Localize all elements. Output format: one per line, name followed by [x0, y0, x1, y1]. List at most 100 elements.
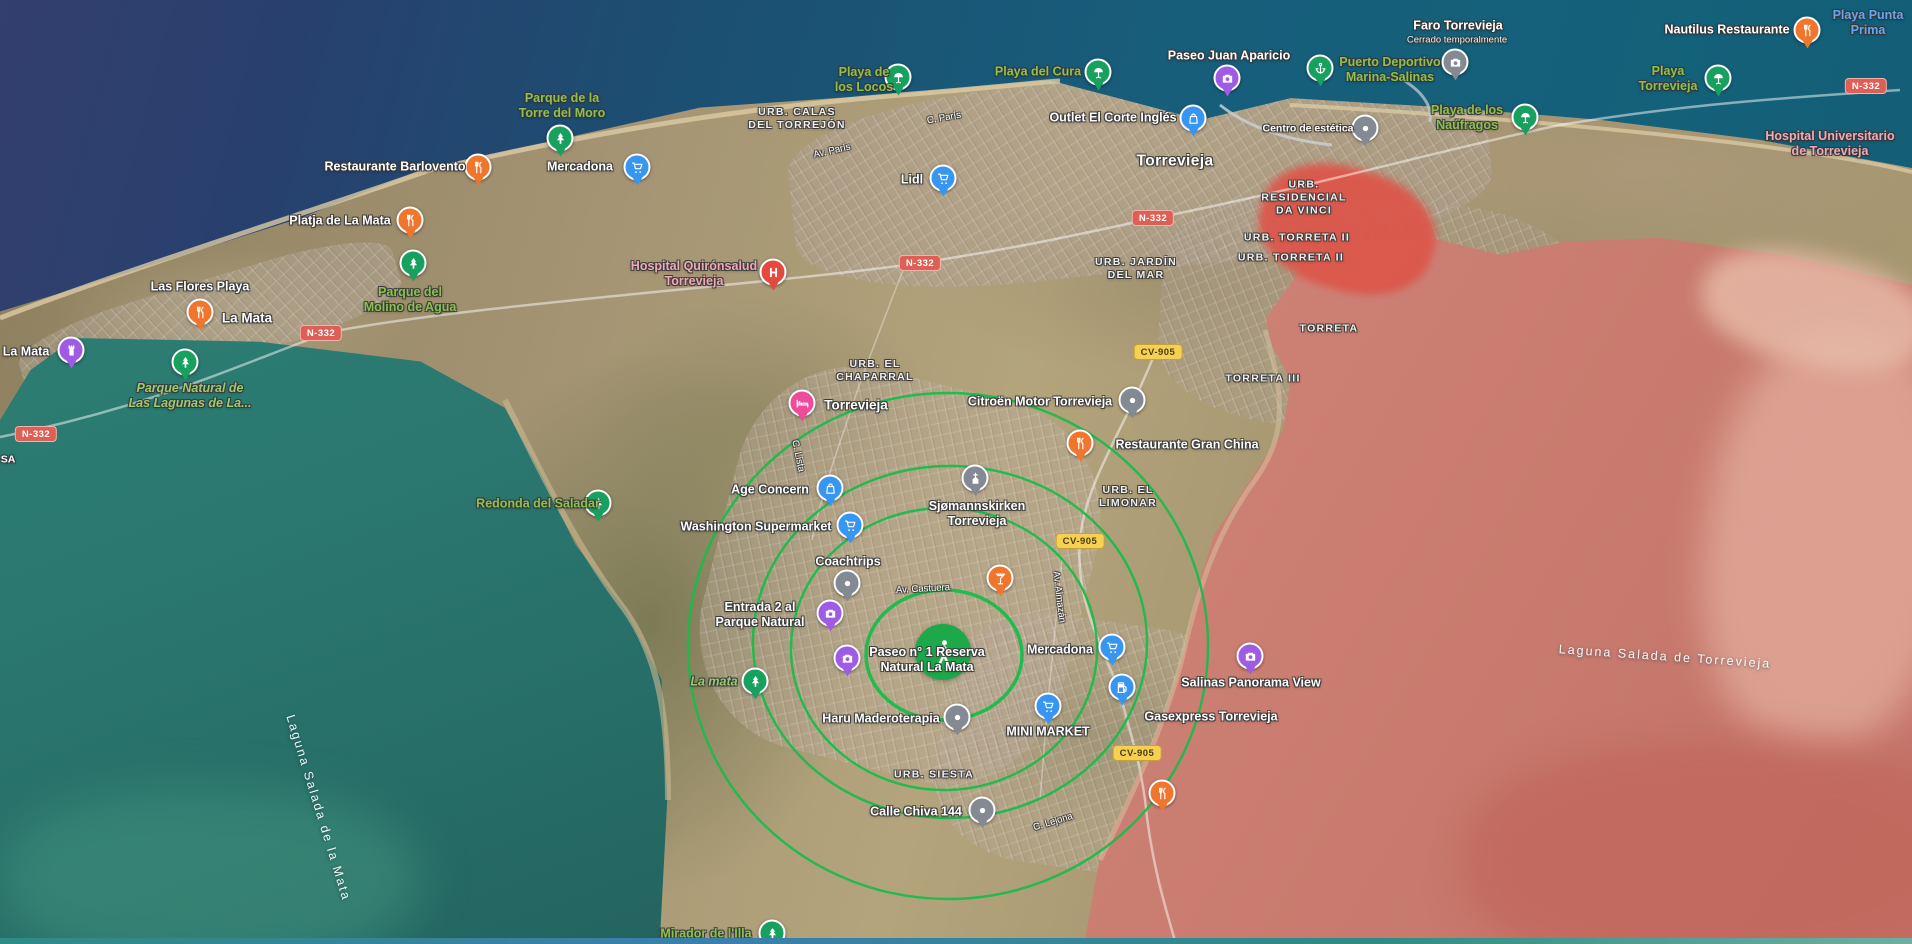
pin-platja-la-mata[interactable]	[396, 206, 424, 239]
pin-tail	[977, 820, 987, 829]
pin-salinas-panorama[interactable]	[1236, 642, 1264, 675]
label-las-flores-playa[interactable]: Las Flores Playa	[151, 280, 250, 295]
label-restaurante-gran-china[interactable]: Restaurante Gran China	[1115, 438, 1258, 453]
label-playa-torrevieja[interactable]: Playa Torrevieja	[1639, 64, 1698, 94]
pin-tail	[66, 360, 76, 369]
pin-haru-maderoterapia[interactable]	[943, 703, 971, 736]
pin-playa-del-cura[interactable]	[1084, 58, 1112, 91]
pin-calle-chiva[interactable]	[968, 796, 996, 829]
pin-paseo-juan-aparicio[interactable]	[1213, 64, 1241, 97]
label-calle-chiva-144[interactable]: Calle Chiva 144	[870, 805, 962, 820]
label-parque-natural-lagunas[interactable]: Parque Natural de Las Lagunas de La...	[129, 381, 252, 411]
pin-coachtrips[interactable]	[833, 569, 861, 602]
label-mini-market[interactable]: MINI MARKET	[1006, 725, 1089, 740]
label-faro-status: Cerrado temporalmente	[1407, 35, 1507, 46]
pin-nautilus-restaurante[interactable]	[1793, 16, 1821, 49]
label-faro-torrevieja[interactable]: Faro Torrevieja	[1413, 19, 1502, 34]
pin-tail	[1157, 803, 1167, 812]
pin-puerto-deportivo[interactable]	[1306, 54, 1334, 87]
pin-playa-torrevieja[interactable]	[1704, 64, 1732, 97]
pin-tail	[893, 87, 903, 96]
label-line: Marina-Salinas	[1345, 70, 1435, 84]
pin-citroen-motor[interactable]	[1118, 386, 1146, 419]
label-restaurante-barlovento[interactable]: Restaurante Barlovento	[324, 160, 465, 175]
label-line: Parque de la	[524, 91, 600, 105]
label-platja-la-mata[interactable]: Platja de La Mata	[289, 214, 390, 229]
label-line: Playa del Cura	[994, 64, 1082, 79]
pin-entrada-2-parque[interactable]	[816, 599, 844, 632]
label-washington-supermarket[interactable]: Washington Supermarket	[681, 520, 832, 535]
label-parque-molino-agua[interactable]: Parque del Molino de Agua	[364, 285, 457, 315]
pin-playa-naufragos[interactable]	[1511, 103, 1539, 136]
label-paseo-reserva[interactable]: Paseo n° 1 Reserva Natural La Mata	[869, 645, 985, 675]
pin-sjomannskirken[interactable]	[961, 464, 989, 497]
label-mercadona-center[interactable]: Mercadona	[1027, 643, 1093, 658]
label-entrada-2-parque[interactable]: Entrada 2 al Parque Natural	[716, 600, 805, 630]
label-line: TORRETA	[1299, 322, 1359, 335]
label-playa-de-los-locos[interactable]: Playa de los Locos	[835, 65, 893, 95]
pin-mercadona-center[interactable]	[1098, 633, 1126, 666]
label-av-castuera: Av. Castuera	[896, 582, 951, 596]
label-line: Restaurante Gran China	[1115, 437, 1259, 452]
label-haru-maderoterapia[interactable]: Haru Maderoterapia	[822, 712, 939, 727]
label-av-paris: Av. París	[812, 141, 851, 160]
label-centro-estetica[interactable]: Centro de estética	[1262, 122, 1353, 137]
beach-icon	[1518, 110, 1532, 124]
pin-parque-molino-agua[interactable]	[399, 249, 427, 282]
pin-la-mata-park[interactable]	[741, 667, 769, 700]
label-sjomannskirken[interactable]: Sjømannskirken Torrevieja	[929, 499, 1026, 529]
label-la-mata-west[interactable]: La Mata	[3, 345, 50, 360]
label-nautilus-restaurante[interactable]: Nautilus Restaurante	[1664, 23, 1789, 38]
label-gasexpress[interactable]: Gasexpress Torrevieja	[1144, 710, 1277, 725]
label-age-concern[interactable]: Age Concern	[731, 483, 809, 498]
pin-tail	[1245, 666, 1255, 675]
label-citroen-motor[interactable]: Citroën Motor Torrevieja	[968, 395, 1112, 410]
pin-washington-supermarket[interactable]	[836, 511, 864, 544]
pin-hotel-torrevieja[interactable]	[788, 389, 816, 422]
pin-hospital-quironsalud[interactable]	[759, 258, 787, 291]
label-mercadona-north[interactable]: Mercadona	[547, 160, 613, 175]
pin-gasexpress[interactable]	[1108, 673, 1136, 706]
pin-mercadona-north[interactable]	[623, 153, 651, 186]
pin-restaurante-gran-china[interactable]	[1066, 429, 1094, 462]
label-mirador-de-lilla[interactable]: Mirador de l'Illa	[660, 927, 751, 942]
label-line: Haru Maderoterapia	[822, 711, 940, 726]
pin-la-mata-tower[interactable]	[57, 336, 85, 369]
pin-puerto-deportivo-photo[interactable]	[1441, 48, 1469, 81]
pin-mini-market[interactable]	[1034, 692, 1062, 725]
pin-cocktail-bar[interactable]	[986, 564, 1014, 597]
pin-tail	[1093, 82, 1103, 91]
pin-centro-estetica[interactable]	[1351, 114, 1379, 147]
dot-icon	[840, 576, 854, 590]
pin-restaurante-barlovento[interactable]	[464, 153, 492, 186]
label-outlet-corte-ingles[interactable]: Outlet El Corte Inglés	[1049, 111, 1176, 126]
label-coachtrips[interactable]: Coachtrips	[815, 555, 880, 570]
label-playa-punta-prima[interactable]: Playa Punta Prima	[1833, 8, 1904, 38]
label-line: Natural La Mata	[880, 660, 974, 674]
pin-parque-torre-del-moro[interactable]	[546, 124, 574, 157]
label-puerto-deportivo[interactable]: Puerto Deportivo Marina-Salinas	[1339, 55, 1440, 85]
label-paseo-juan-aparicio[interactable]: Paseo Juan Aparicio	[1168, 49, 1291, 64]
pin-restaurant-south[interactable]	[1148, 779, 1176, 812]
label-salinas-panorama[interactable]: Salinas Panorama View	[1181, 676, 1320, 691]
label-parque-torre-del-moro[interactable]: Parque de la Torre del Moro	[519, 91, 606, 121]
pin-tail	[1188, 128, 1198, 137]
label-la-mata-natural[interactable]: La mata	[690, 675, 737, 690]
pin-parque-natural[interactable]	[171, 348, 199, 381]
pin-las-flores-playa[interactable]	[186, 298, 214, 331]
pin-age-concern[interactable]	[816, 474, 844, 507]
label-calle-lejona: C. Lejona	[1032, 811, 1074, 833]
label-hospital-quironsalud[interactable]: Hospital Quirónsalud Torrevieja	[631, 259, 757, 289]
fork-knife-icon	[1073, 436, 1087, 450]
label-hospital-universitario[interactable]: Hospital Universitario de Torrevieja	[1765, 129, 1894, 159]
pin-outlet-corte-ingles[interactable]	[1179, 104, 1207, 137]
label-redonda-del-saladar[interactable]: Redonda del Saladar	[476, 497, 600, 512]
pin-mirador-photo[interactable]	[833, 644, 861, 677]
label-lidl[interactable]: Lidl	[901, 173, 923, 188]
label-playa-del-cura[interactable]: Playa del Cura	[995, 65, 1081, 80]
pin-lidl[interactable]	[929, 164, 957, 197]
label-line: Playa de los	[1430, 103, 1504, 117]
label-playa-naufragos[interactable]: Playa de los Naúfragos	[1431, 103, 1503, 133]
label-line: Salinas Panorama View	[1181, 675, 1321, 690]
